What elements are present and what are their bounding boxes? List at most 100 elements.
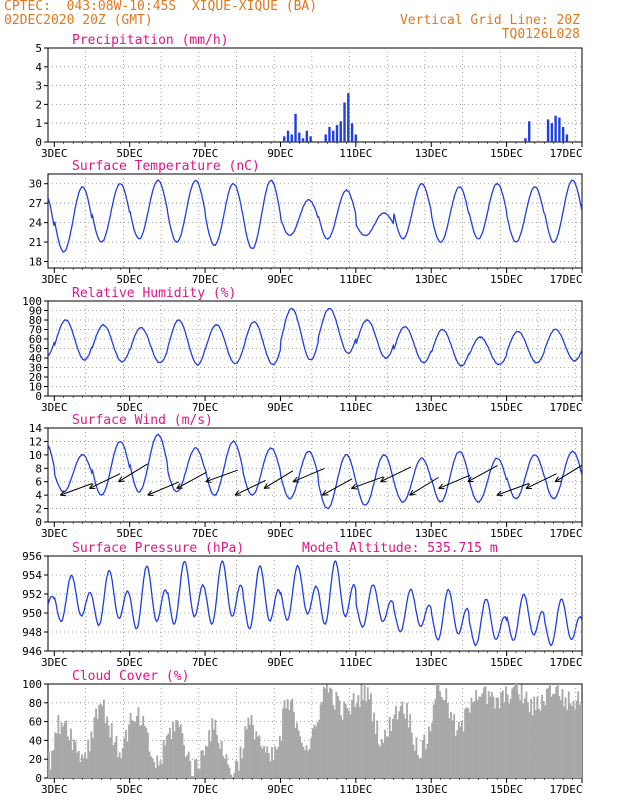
data-layer: [48, 307, 582, 367]
series-line: [48, 179, 582, 253]
wind-vector: [409, 476, 439, 496]
x-tick-label: 5DEC: [116, 401, 143, 414]
cloud-bar: [533, 696, 536, 778]
cloud-bar: [527, 702, 529, 778]
cloud-bar: [344, 704, 347, 778]
data-layer: [48, 684, 582, 778]
cloud-bar: [150, 756, 152, 778]
y-tick-label: 6: [35, 476, 42, 489]
cloud-bar: [48, 751, 50, 778]
cloud-bar: [382, 742, 385, 778]
cloud-bar: [110, 723, 113, 778]
cloud-bar: [245, 729, 248, 778]
precip-bar: [354, 134, 358, 142]
cloud-bar: [146, 732, 149, 778]
cloud-bar: [351, 700, 353, 778]
x-tick-label: 15DEC: [490, 147, 523, 160]
cloud-bar: [187, 751, 190, 778]
cloud-bar: [135, 715, 138, 778]
precip-bar: [524, 138, 527, 142]
cloud-bar: [377, 744, 380, 778]
cloud-bar: [511, 688, 514, 778]
y-tick-label: 2: [35, 98, 42, 111]
cloud-bar: [58, 734, 61, 778]
cloud-bar: [439, 691, 441, 778]
precip-bar: [283, 136, 286, 142]
cloud-bar: [211, 718, 214, 778]
cloud-bar: [159, 760, 162, 778]
grid: [48, 174, 582, 268]
precip-bar: [558, 117, 561, 142]
cloud-bar: [271, 747, 273, 778]
cloud-bar: [179, 724, 182, 778]
cloud-bar: [55, 733, 58, 778]
cloud-bar: [84, 752, 86, 778]
cloud-bar: [487, 691, 490, 778]
cloud-bar: [151, 758, 154, 778]
cloud-bar: [564, 697, 567, 778]
cloud-bar: [283, 700, 286, 778]
cloud-bar: [194, 759, 196, 778]
cloud-bar: [223, 758, 226, 778]
cloud-bar: [578, 704, 581, 778]
cloud-bar: [388, 716, 391, 778]
header: CPTEC: 043:08W-10:45S XIQUE-XIQUE (BA) 0…: [0, 0, 618, 48]
cloud-bar: [277, 747, 280, 778]
wind-vector-head: [59, 490, 65, 496]
cloud-bar: [497, 697, 500, 778]
x-tick-label: 15DEC: [490, 527, 523, 540]
precip-bar: [286, 130, 290, 142]
panel-temperature: Surface Temperature (nC) 18 21 24 27 30 3DEC 5D…: [29, 159, 583, 286]
cloud-bar: [316, 722, 319, 778]
cloud-bar: [538, 708, 540, 778]
cloud-bar: [291, 698, 294, 778]
cloud-bar: [266, 746, 269, 778]
precip-bar: [290, 134, 293, 142]
wind-vector-head: [234, 490, 240, 496]
y-tick-label: 21: [29, 236, 42, 249]
cloud-bar: [98, 704, 101, 778]
precip-bar: [298, 132, 301, 142]
cloud-bar: [228, 767, 231, 778]
cloud-bar: [544, 705, 547, 778]
cloud-bar: [442, 699, 445, 778]
cloud-bar: [256, 736, 259, 778]
wind-vector-head: [205, 477, 211, 483]
cloud-bar: [258, 735, 261, 778]
cloud-bar: [369, 693, 372, 778]
cloud-bar: [516, 684, 518, 778]
y-tick-label: 30: [29, 362, 42, 375]
cloud-bar: [575, 700, 578, 778]
cloud-bar: [139, 725, 141, 778]
cloud-bar: [423, 734, 426, 778]
cloud-bar: [547, 687, 550, 778]
y-tick-label: 950: [22, 607, 42, 620]
cloud-bar: [212, 729, 215, 778]
x-tick-label: 7DEC: [192, 656, 219, 669]
cloud-bar: [77, 750, 80, 778]
panel-cloud-cover: Cloud Cover (%) 0 20 40 60 80 100 3DEC 5DEC 7DEC 9…: [22, 669, 582, 796]
cloud-bar: [189, 760, 192, 778]
plot-frame: [47, 173, 583, 269]
cloud-bar: [134, 721, 137, 778]
cloud-bar: [168, 727, 171, 778]
x-tick-label: 7DEC: [192, 527, 219, 540]
y-tick-label: 60: [29, 716, 42, 729]
x-tick-label: 17DEC: [549, 656, 582, 669]
cloud-bar: [234, 760, 237, 778]
wind-vector: [467, 464, 498, 483]
cloud-bar: [327, 692, 330, 778]
wind-vector: [263, 470, 294, 489]
cloud-bar: [553, 693, 556, 778]
cloud-bar: [330, 688, 333, 778]
cloud-bar: [175, 719, 178, 778]
cloud-bar: [219, 748, 222, 778]
cloud-bar: [446, 703, 449, 778]
cloud-bar: [435, 684, 438, 778]
cloud-bar: [387, 736, 390, 778]
cloud-bar: [87, 739, 90, 778]
cloud-bar: [307, 750, 310, 778]
cloud-bar: [205, 745, 207, 778]
cloud-bar: [569, 703, 572, 778]
y-tick-label: 5: [35, 42, 42, 55]
